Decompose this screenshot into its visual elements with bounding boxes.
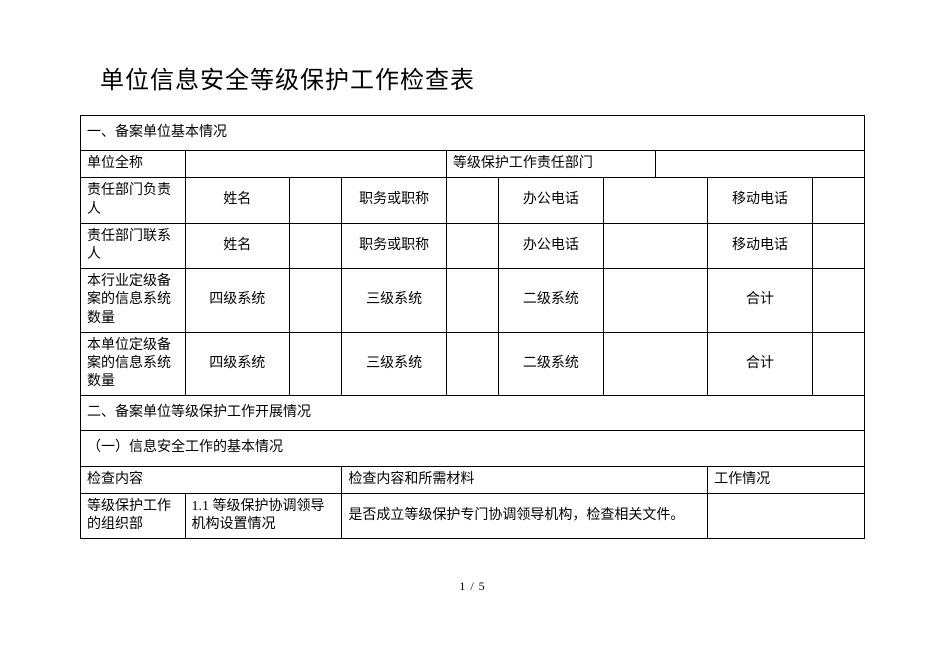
- section-2-header: 二、备案单位等级保护工作开展情况: [81, 396, 865, 431]
- label-industry-count: 本行业定级备案的信息系统数量: [81, 269, 186, 333]
- value-industry-total: [812, 269, 864, 333]
- section-1-header: 一、备案单位基本情况: [81, 116, 865, 151]
- label-position: 职务或职称: [342, 178, 447, 223]
- form-table: 一、备案单位基本情况 单位全称 等级保护工作责任部门 责任部门负责人 姓名 职务…: [80, 115, 865, 539]
- label-office-phone-2: 办公电话: [499, 223, 604, 268]
- row-dept-leader: 责任部门负责人 姓名 职务或职称 办公电话 移动电话: [81, 178, 865, 223]
- check-status: [708, 493, 865, 538]
- value-industry-l4: [290, 269, 342, 333]
- col-check-content: 检查内容: [81, 466, 342, 493]
- row-unit-systems: 本单位定级备案的信息系统数量 四级系统 三级系统 二级系统 合计: [81, 332, 865, 396]
- document-title: 单位信息安全等级保护工作检查表: [80, 60, 865, 115]
- value-contact-name: [290, 223, 342, 268]
- page-number: 1 / 5: [80, 579, 865, 594]
- check-materials: 是否成立等级保护专门协调领导机构，检查相关文件。: [342, 493, 708, 538]
- value-unit-l3: [446, 332, 498, 396]
- label-total-2: 合计: [708, 332, 813, 396]
- check-row-1: 等级保护工作的组织部 1.1 等级保护协调领导机构设置情况 是否成立等级保护专门…: [81, 493, 865, 538]
- label-mobile-2: 移动电话: [708, 223, 813, 268]
- value-responsible-dept: [655, 151, 864, 178]
- value-industry-l3: [446, 269, 498, 333]
- label-responsible-dept: 等级保护工作责任部门: [446, 151, 655, 178]
- value-unit-l2: [603, 332, 708, 396]
- label-mobile: 移动电话: [708, 178, 813, 223]
- value-contact-office-phone: [603, 223, 708, 268]
- page-container: 单位信息安全等级保护工作检查表 一、备案单位基本情况 单位全称 等级保护工作责任…: [0, 0, 945, 614]
- section-row-2: 二、备案单位等级保护工作开展情况: [81, 396, 865, 431]
- check-header-row: 检查内容 检查内容和所需材料 工作情况: [81, 466, 865, 493]
- section-row: 一、备案单位基本情况: [81, 116, 865, 151]
- value-leader-position: [446, 178, 498, 223]
- value-leader-name: [290, 178, 342, 223]
- row-dept-contact: 责任部门联系人 姓名 职务或职称 办公电话 移动电话: [81, 223, 865, 268]
- value-contact-position: [446, 223, 498, 268]
- value-leader-office-phone: [603, 178, 708, 223]
- label-level4-2: 四级系统: [185, 332, 290, 396]
- label-level3-2: 三级系统: [342, 332, 447, 396]
- label-office-phone: 办公电话: [499, 178, 604, 223]
- label-name-2: 姓名: [185, 223, 290, 268]
- label-position-2: 职务或职称: [342, 223, 447, 268]
- label-level2-2: 二级系统: [499, 332, 604, 396]
- value-unit-full-name: [185, 151, 446, 178]
- label-total: 合计: [708, 269, 813, 333]
- value-unit-total: [812, 332, 864, 396]
- subsection-21-header: （一）信息安全工作的基本情况: [81, 431, 865, 466]
- row-industry-systems: 本行业定级备案的信息系统数量 四级系统 三级系统 二级系统 合计: [81, 269, 865, 333]
- col-materials: 检查内容和所需材料: [342, 466, 708, 493]
- label-level3: 三级系统: [342, 269, 447, 333]
- label-unit-count: 本单位定级备案的信息系统数量: [81, 332, 186, 396]
- row-unit-name: 单位全称 等级保护工作责任部门: [81, 151, 865, 178]
- value-unit-l4: [290, 332, 342, 396]
- label-dept-leader: 责任部门负责人: [81, 178, 186, 223]
- label-dept-contact: 责任部门联系人: [81, 223, 186, 268]
- col-status: 工作情况: [708, 466, 865, 493]
- label-level4: 四级系统: [185, 269, 290, 333]
- label-unit-full-name: 单位全称: [81, 151, 186, 178]
- label-level2: 二级系统: [499, 269, 604, 333]
- value-industry-l2: [603, 269, 708, 333]
- check-item-no: 1.1 等级保护协调领导机构设置情况: [185, 493, 342, 538]
- value-contact-mobile: [812, 223, 864, 268]
- check-org: 等级保护工作的组织部: [81, 493, 186, 538]
- subsection-row-21: （一）信息安全工作的基本情况: [81, 431, 865, 466]
- label-name: 姓名: [185, 178, 290, 223]
- value-leader-mobile: [812, 178, 864, 223]
